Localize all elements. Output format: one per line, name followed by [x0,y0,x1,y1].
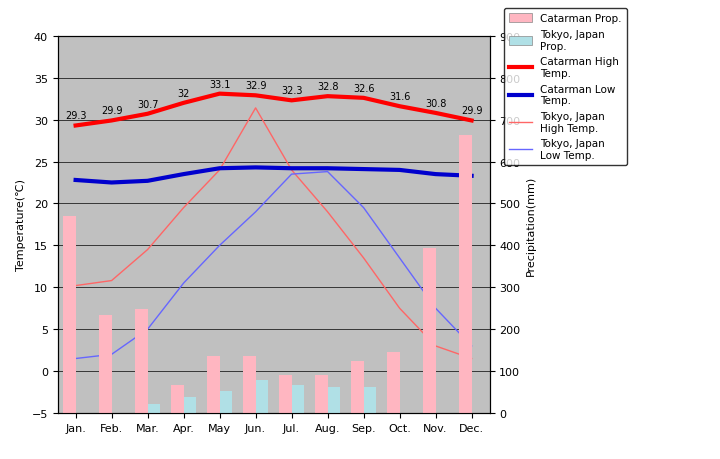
Tokyo, Japan
High Temp. [323,210,332,215]
Catarman Low
Temp. [359,167,368,173]
Tokyo, Japan
High Temp. [467,356,476,362]
Catarman Low
Temp. [467,174,476,179]
Tokyo, Japan
Low Temp. [179,281,188,286]
Bar [328,387,340,413]
Catarman High
Temp. [359,96,368,101]
Bar [171,385,184,413]
Bar [279,375,292,413]
Catarman Low
Temp. [71,178,80,183]
Text: 32.3: 32.3 [281,86,302,96]
Catarman High
Temp. [323,94,332,100]
Line: Tokyo, Japan
Low Temp.: Tokyo, Japan Low Temp. [76,172,472,359]
Catarman Low
Temp. [431,172,440,178]
Text: 29.9: 29.9 [461,106,482,116]
Bar [364,387,376,413]
Bar [292,385,304,413]
Catarman High
Temp. [395,104,404,110]
Tokyo, Japan
High Temp. [431,343,440,349]
Bar [99,315,112,413]
Catarman High
Temp. [431,111,440,117]
Bar [423,248,436,413]
Tokyo, Japan
Low Temp. [287,172,296,178]
Bar [220,392,232,413]
Catarman High
Temp. [215,92,224,97]
Catarman High
Temp. [467,118,476,124]
Bar [472,413,484,443]
Catarman High
Temp. [287,98,296,104]
Tokyo, Japan
Low Temp. [107,352,116,357]
Bar [436,413,448,415]
Bar [387,352,400,413]
Y-axis label: Temperature(℃): Temperature(℃) [16,179,26,271]
Tokyo, Japan
Low Temp. [71,356,80,362]
Bar [112,413,124,443]
Tokyo, Japan
High Temp. [71,283,80,289]
Text: 32.6: 32.6 [353,84,374,94]
Y-axis label: Precipitation(mm): Precipitation(mm) [526,175,536,275]
Text: 32.8: 32.8 [317,82,338,92]
Tokyo, Japan
High Temp. [179,206,188,211]
Catarman Low
Temp. [251,165,260,171]
Catarman Low
Temp. [287,166,296,172]
Bar [315,375,328,413]
Catarman Low
Temp. [323,166,332,172]
Catarman Low
Temp. [395,168,404,174]
Tokyo, Japan
High Temp. [359,256,368,261]
Catarman Low
Temp. [215,166,224,172]
Catarman High
Temp. [143,112,152,117]
Bar [63,217,76,413]
Tokyo, Japan
Low Temp. [395,256,404,261]
Bar [351,361,364,413]
Bar [256,380,268,413]
Text: 33.1: 33.1 [209,79,230,90]
Text: 32.9: 32.9 [245,81,266,91]
Catarman High
Temp. [107,118,116,124]
Bar [76,413,88,441]
Tokyo, Japan
High Temp. [143,247,152,253]
Tokyo, Japan
High Temp. [287,168,296,174]
Tokyo, Japan
Low Temp. [323,169,332,175]
Text: 29.3: 29.3 [65,111,86,121]
Bar [207,357,220,413]
Catarman Low
Temp. [143,179,152,184]
Tokyo, Japan
Low Temp. [431,306,440,311]
Line: Catarman Low
Temp.: Catarman Low Temp. [76,168,472,183]
Legend: Catarman Prop., Tokyo, Japan
Prop., Catarman High
Temp., Catarman Low
Temp., Tok: Catarman Prop., Tokyo, Japan Prop., Cata… [504,9,627,166]
Bar [148,404,160,413]
Bar [243,357,256,413]
Bar [135,310,148,413]
Catarman Low
Temp. [107,180,116,186]
Line: Catarman High
Temp.: Catarman High Temp. [76,95,472,126]
Text: 30.7: 30.7 [137,100,158,110]
Catarman High
Temp. [251,93,260,99]
Tokyo, Japan
Low Temp. [359,206,368,211]
Tokyo, Japan
Low Temp. [251,210,260,215]
Tokyo, Japan
High Temp. [395,306,404,311]
Tokyo, Japan
High Temp. [107,278,116,284]
Text: 30.8: 30.8 [425,99,446,109]
Bar [459,136,472,413]
Tokyo, Japan
Low Temp. [467,343,476,349]
Tokyo, Japan
Low Temp. [143,327,152,332]
Bar [184,397,196,413]
Catarman High
Temp. [71,123,80,129]
Catarman Low
Temp. [179,172,188,178]
Tokyo, Japan
High Temp. [215,168,224,174]
Text: 32: 32 [177,89,190,99]
Tokyo, Japan
High Temp. [251,106,260,112]
Tokyo, Japan
Low Temp. [215,243,224,249]
Line: Tokyo, Japan
High Temp.: Tokyo, Japan High Temp. [76,109,472,359]
Text: 31.6: 31.6 [389,92,410,102]
Text: 29.9: 29.9 [101,106,122,116]
Catarman High
Temp. [179,101,188,106]
